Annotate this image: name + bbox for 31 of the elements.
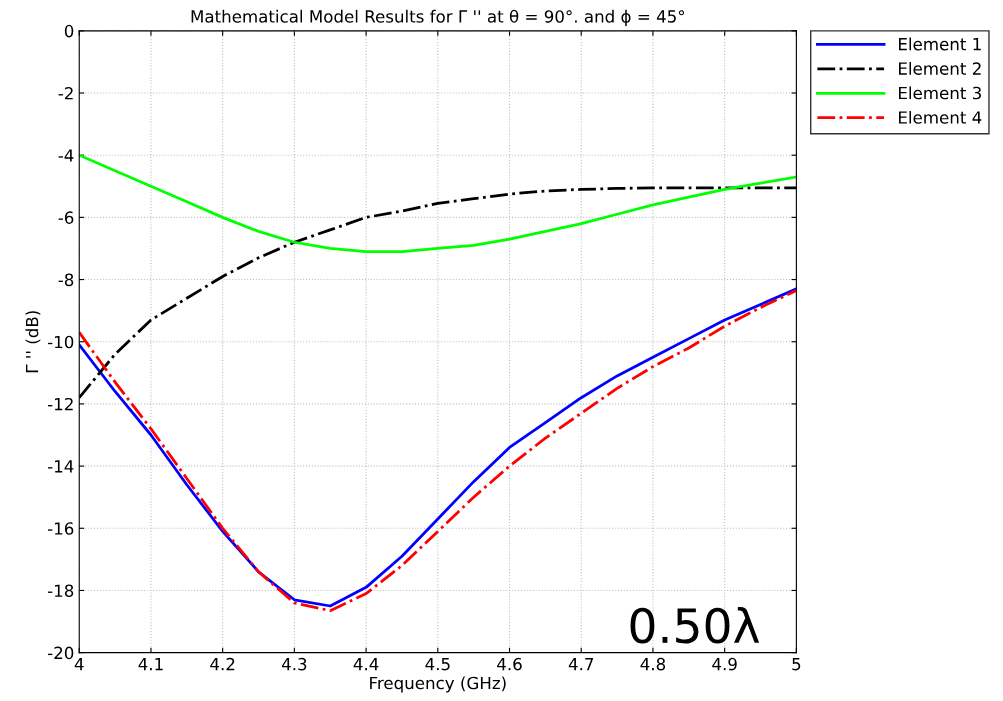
x-tick-label: 4.8	[640, 657, 666, 671]
legend-label: Element 1	[899, 37, 981, 51]
x-tick-label: 4	[74, 658, 84, 671]
y-tick-label: -12	[47, 397, 73, 411]
x-axis-title: Frequency (GHz)	[370, 676, 506, 693]
line-series	[79, 153, 797, 253]
y-tick-label: -6	[58, 211, 74, 224]
x-tick-label: 4.3	[281, 657, 307, 671]
chart-title: Mathematical Model Results for Γ '' at θ = 90°. and ϕ = 45°	[191, 9, 685, 26]
x-tick-label: 5	[792, 658, 801, 671]
x-tick-label: 4.5	[425, 658, 450, 671]
y-tick-label: 0	[64, 24, 74, 38]
y-tick-label: -4	[58, 149, 74, 162]
legend-label: Element 2	[899, 61, 981, 75]
x-tick-label: 4.6	[497, 657, 522, 671]
legend-label: Element 4	[899, 110, 982, 124]
y-axis-title: Γ '' (dB)	[25, 311, 41, 373]
y-tick-label: -2	[58, 86, 73, 100]
annotation: 0.50λ	[630, 606, 760, 644]
x-tick-label: 4.7	[568, 658, 594, 671]
y-tick-label: -10	[47, 335, 74, 349]
x-tick-label: 4.9	[712, 657, 737, 671]
y-tick-label: -20	[47, 646, 74, 660]
y-tick-label: -8	[58, 273, 74, 287]
x-tick-label: 4.1	[138, 658, 163, 671]
y-tick-label: -18	[47, 584, 74, 598]
legend-label: Element 3	[899, 86, 981, 100]
x-tick-label: 4.2	[210, 657, 235, 671]
y-tick-label: -16	[47, 522, 74, 535]
x-tick-label: 4.4	[353, 658, 379, 671]
y-tick-label: -14	[47, 460, 74, 473]
